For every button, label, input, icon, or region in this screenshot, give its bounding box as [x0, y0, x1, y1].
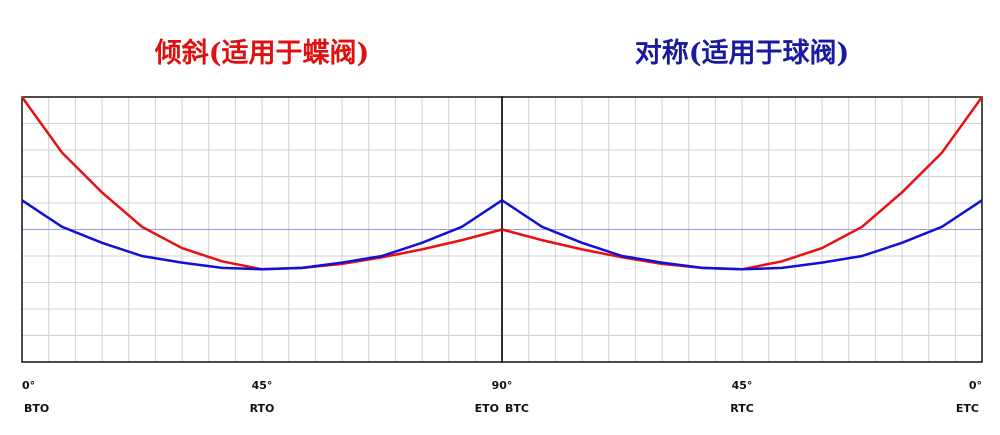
x-tick-name: BTO	[24, 402, 49, 415]
x-tick-label: 0°	[969, 379, 982, 392]
x-tick-name: RTO	[250, 402, 275, 415]
x-tick-label: 45°	[732, 379, 753, 392]
curve	[501, 199, 983, 271]
x-tick-name: ETO	[475, 402, 499, 415]
x-tick-label: 90°	[492, 379, 513, 392]
x-tick-name: BTC	[505, 402, 529, 415]
chart-title: 倾斜(适用于蝶阀)	[154, 38, 370, 69]
chart-title: 对称(适用于球阀)	[635, 38, 850, 69]
x-tick-label: 45°	[252, 379, 273, 392]
x-tick-name: RTC	[730, 402, 754, 415]
curve	[21, 199, 503, 271]
x-tick-label: 0°	[22, 379, 35, 392]
x-tick-name: ETC	[956, 402, 979, 415]
